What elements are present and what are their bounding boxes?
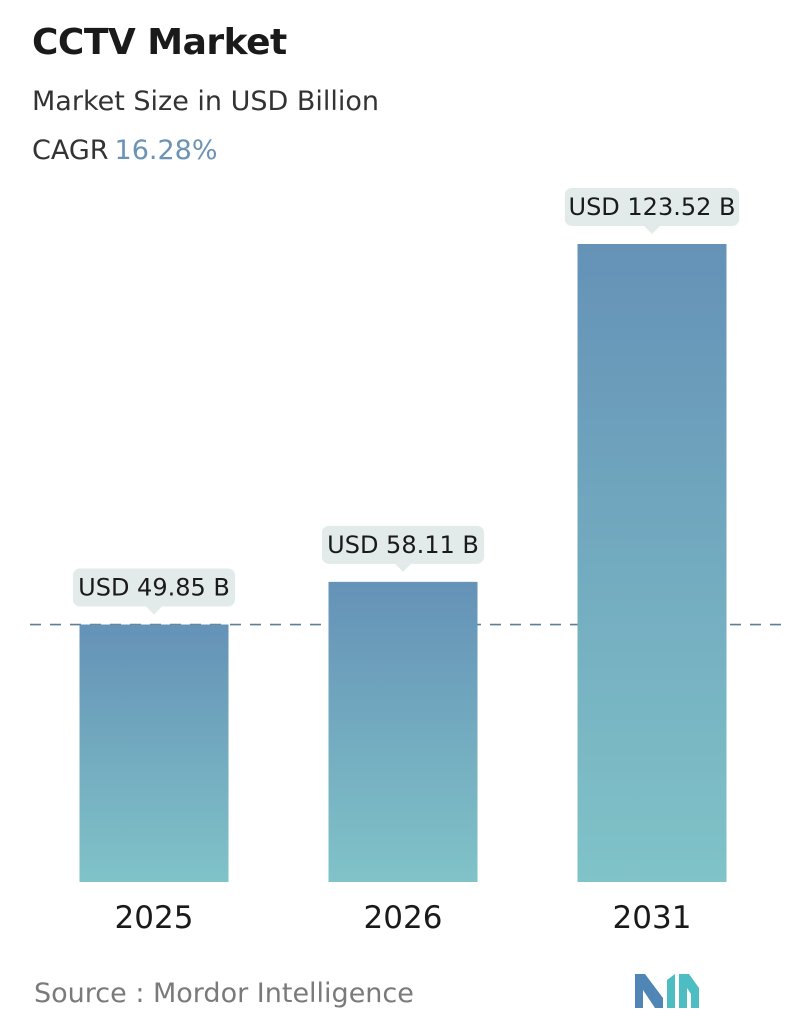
data-label-box	[72, 568, 236, 607]
data-label-2025: USD 49.85 B	[72, 568, 236, 615]
data-label-2026: USD 58.11 B	[321, 525, 485, 572]
cagr-label: CAGR	[32, 135, 109, 166]
x-tick-label-2025: 2025	[115, 900, 194, 936]
chart-title: CCTV Market	[32, 22, 287, 63]
data-label-text: USD 49.85 B	[78, 574, 230, 602]
bar-2026	[328, 581, 478, 882]
data-label-2031: USD 123.52 B	[564, 188, 740, 234]
source-note: Source : Mordor Intelligence	[34, 978, 414, 1009]
x-tick-label-2031: 2031	[613, 900, 692, 936]
data-label-text: USD 58.11 B	[327, 531, 479, 559]
x-tick-label-2026: 2026	[364, 900, 443, 936]
chart-subtitle: Market Size in USD Billion	[32, 86, 380, 117]
data-label-box	[564, 188, 740, 226]
bar-2031	[577, 244, 727, 882]
data-label-pointer	[146, 606, 162, 615]
bar-2025	[79, 624, 229, 882]
mordor-intelligence-logo-icon	[635, 974, 699, 1008]
data-label-box	[321, 525, 485, 564]
cagr-value: 16.28%	[114, 135, 218, 166]
bar-series: USD 49.85 B 2025 USD 58.11 B 2026 USD 123.52…	[72, 188, 740, 936]
data-label-text: USD 123.52 B	[569, 193, 736, 221]
data-label-pointer	[644, 226, 660, 234]
data-label-pointer	[395, 563, 411, 572]
cagr-line: CAGR 16.28%	[32, 135, 217, 166]
